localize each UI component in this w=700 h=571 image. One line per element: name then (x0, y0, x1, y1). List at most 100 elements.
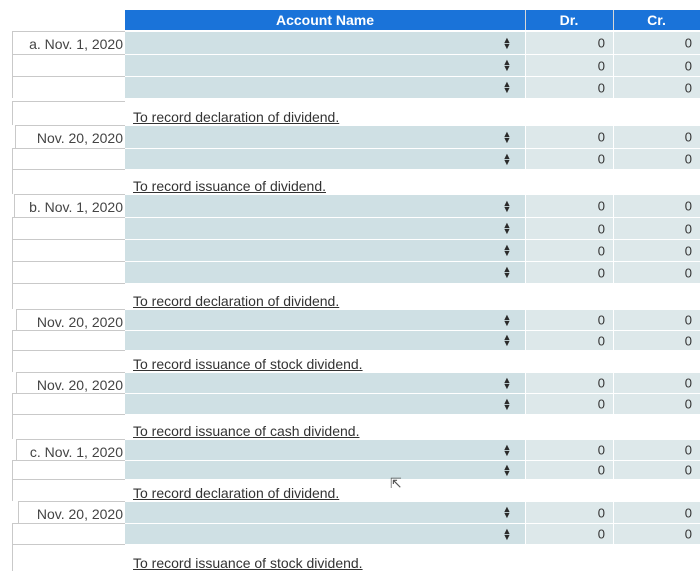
account-name-select[interactable] (125, 31, 525, 54)
up-down-chevron-icon[interactable]: ▲ ▼ (502, 332, 512, 348)
debit-input[interactable]: 0 (525, 31, 613, 54)
up-down-chevron-icon[interactable]: ▲ ▼ (502, 525, 512, 542)
date-cell[interactable]: a. Nov. 1, 2020 (12, 31, 125, 54)
account-name-select[interactable] (125, 393, 525, 414)
date-cell[interactable]: Nov. 20, 2020 (16, 309, 125, 330)
debit-input[interactable]: 0 (525, 393, 613, 414)
table-row: ▲ ▼ 0 0 (0, 76, 700, 98)
debit-input[interactable]: 0 (525, 439, 613, 460)
debit-input[interactable]: 0 (525, 54, 613, 76)
account-name-select[interactable] (125, 501, 525, 523)
date-label: c. Nov. 1, 2020 (29, 444, 123, 460)
up-down-chevron-icon[interactable]: ▲ ▼ (502, 504, 512, 520)
debit-value: 0 (597, 462, 605, 478)
account-name-select[interactable] (125, 372, 525, 393)
date-cell-blank (12, 101, 125, 125)
debit-input[interactable]: 0 (525, 239, 613, 261)
credit-input[interactable]: 0 (613, 148, 700, 169)
account-name-select[interactable] (125, 54, 525, 76)
credit-input[interactable]: 0 (613, 330, 700, 350)
account-name-select[interactable] (125, 261, 525, 283)
account-name-select[interactable] (125, 309, 525, 330)
account-name-select[interactable] (125, 148, 525, 169)
credit-input[interactable]: 0 (613, 523, 700, 544)
credit-input[interactable]: 0 (613, 217, 700, 239)
debit-input[interactable]: 0 (525, 76, 613, 98)
credit-input[interactable]: 0 (613, 76, 700, 98)
account-name-select[interactable] (125, 217, 525, 239)
up-down-chevron-icon[interactable]: ▲ ▼ (502, 57, 512, 73)
credit-input[interactable]: 0 (613, 239, 700, 261)
account-name-header: Account Name (275, 12, 375, 28)
credit-input[interactable]: 0 (613, 261, 700, 283)
up-down-chevron-icon[interactable]: ▲ ▼ (502, 264, 512, 280)
credit-input[interactable]: 0 (613, 54, 700, 76)
date-cell-blank (12, 169, 125, 194)
date-label: b. Nov. 1, 2020 (29, 199, 123, 215)
memo-text: To record issuance of stock dividend. (133, 555, 363, 571)
date-cell-blank (12, 330, 125, 350)
date-cell-blank (12, 414, 125, 439)
credit-input[interactable]: 0 (613, 501, 700, 523)
debit-header: Dr. (559, 12, 579, 28)
credit-input[interactable]: 0 (613, 309, 700, 330)
up-down-chevron-icon[interactable]: ▲ ▼ (502, 34, 512, 51)
account-name-select[interactable] (125, 523, 525, 544)
account-name-select[interactable] (125, 194, 525, 217)
debit-value: 0 (597, 442, 605, 458)
credit-input[interactable]: 0 (613, 194, 700, 217)
credit-input[interactable]: 0 (613, 393, 700, 414)
up-down-chevron-icon[interactable]: ▲ ▼ (502, 242, 512, 258)
memo-text: To record declaration of dividend. (133, 293, 340, 309)
up-down-chevron-icon[interactable]: ▲ ▼ (502, 441, 512, 458)
debit-input[interactable]: 0 (525, 501, 613, 523)
debit-input[interactable]: 0 (525, 330, 613, 350)
date-cell[interactable]: b. Nov. 1, 2020 (14, 194, 125, 217)
credit-value: 0 (684, 243, 692, 258)
memo-text: To record issuance of stock dividend. (133, 356, 363, 372)
account-name-select[interactable] (125, 239, 525, 261)
date-cell[interactable]: Nov. 20, 2020 (16, 372, 125, 393)
debit-input[interactable]: 0 (525, 523, 613, 544)
memo-row: To record declaration of dividend. (125, 479, 700, 501)
up-down-chevron-icon[interactable]: ▲ ▼ (502, 311, 512, 328)
credit-value: 0 (684, 221, 692, 236)
credit-input[interactable]: 0 (613, 439, 700, 460)
up-down-chevron-icon[interactable]: ▲ ▼ (502, 150, 512, 167)
credit-input[interactable]: 0 (613, 31, 700, 54)
date-cell-blank (12, 261, 125, 283)
account-name-select[interactable] (125, 125, 525, 148)
account-name-select[interactable] (125, 330, 525, 350)
debit-value: 0 (597, 243, 605, 258)
date-label: Nov. 20, 2020 (36, 377, 123, 393)
up-down-chevron-icon[interactable]: ▲ ▼ (502, 79, 512, 95)
date-cell[interactable]: Nov. 20, 2020 (15, 125, 125, 148)
debit-value: 0 (597, 265, 605, 280)
up-down-chevron-icon[interactable]: ▲ ▼ (502, 374, 512, 391)
account-name-select[interactable] (125, 76, 525, 98)
date-cell[interactable]: Nov. 20, 2020 (18, 501, 125, 523)
credit-input[interactable]: 0 (613, 125, 700, 148)
up-down-chevron-icon[interactable]: ▲ ▼ (502, 395, 512, 412)
credit-input[interactable]: 0 (613, 372, 700, 393)
up-down-chevron-icon[interactable]: ▲ ▼ (502, 461, 512, 478)
account-name-select[interactable] (125, 439, 525, 460)
debit-input[interactable]: 0 (525, 460, 613, 479)
date-cell[interactable]: c. Nov. 1, 2020 (16, 439, 125, 460)
account-name-select[interactable] (125, 460, 525, 479)
debit-input[interactable]: 0 (525, 261, 613, 283)
mouse-pointer-icon: ⇱ (390, 475, 402, 491)
up-down-chevron-icon[interactable]: ▲ ▼ (502, 220, 512, 236)
debit-input[interactable]: 0 (525, 194, 613, 217)
debit-input[interactable]: 0 (525, 217, 613, 239)
table-row: b. Nov. 1, 2020 ▲ ▼ 0 0 (0, 194, 700, 217)
debit-input[interactable]: 0 (525, 309, 613, 330)
debit-input[interactable]: 0 (525, 148, 613, 169)
up-down-chevron-icon[interactable]: ▲ ▼ (502, 197, 512, 214)
debit-input[interactable]: 0 (525, 125, 613, 148)
credit-value: 0 (684, 375, 692, 391)
up-down-chevron-icon[interactable]: ▲ ▼ (502, 128, 512, 145)
table-row: a. Nov. 1, 2020 ▲ ▼ 0 0 (0, 31, 700, 54)
credit-input[interactable]: 0 (613, 460, 700, 479)
debit-input[interactable]: 0 (525, 372, 613, 393)
